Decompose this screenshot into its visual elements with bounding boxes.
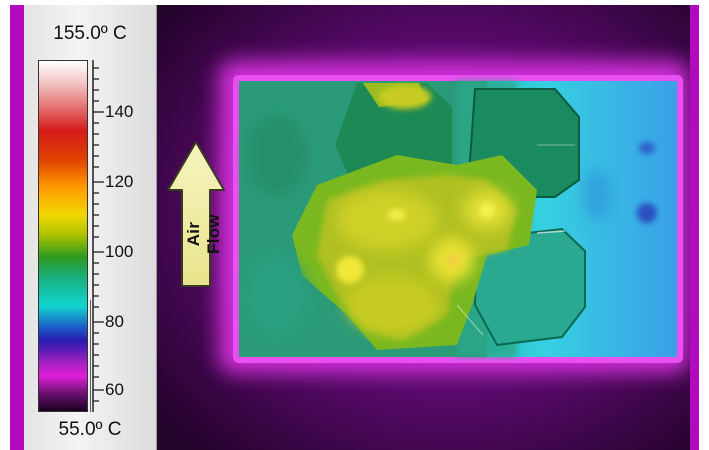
tick-marks [90,60,104,412]
air-flow-arrow [167,141,225,287]
tick-label-100: 100 [105,242,134,261]
tick-label-140: 140 [105,102,134,121]
air-flow-label: Air Flow [184,214,223,254]
temperature-scale-panel: 155.0º C 140 [24,5,157,450]
temperature-colorbar [38,60,88,412]
scale-max-label: 155.0º C [53,23,127,44]
left-magenta-border [10,5,24,450]
thermal-board-picture [157,5,690,450]
scale-ticks: 140 120 100 80 60 [90,60,156,412]
thermal-image [157,5,690,450]
right-magenta-border [690,5,699,450]
scale-min-label: 55.0º C [58,419,122,440]
tick-label-80: 80 [105,312,124,331]
tick-label-120: 120 [105,172,134,191]
tick-label-60: 60 [105,380,124,399]
